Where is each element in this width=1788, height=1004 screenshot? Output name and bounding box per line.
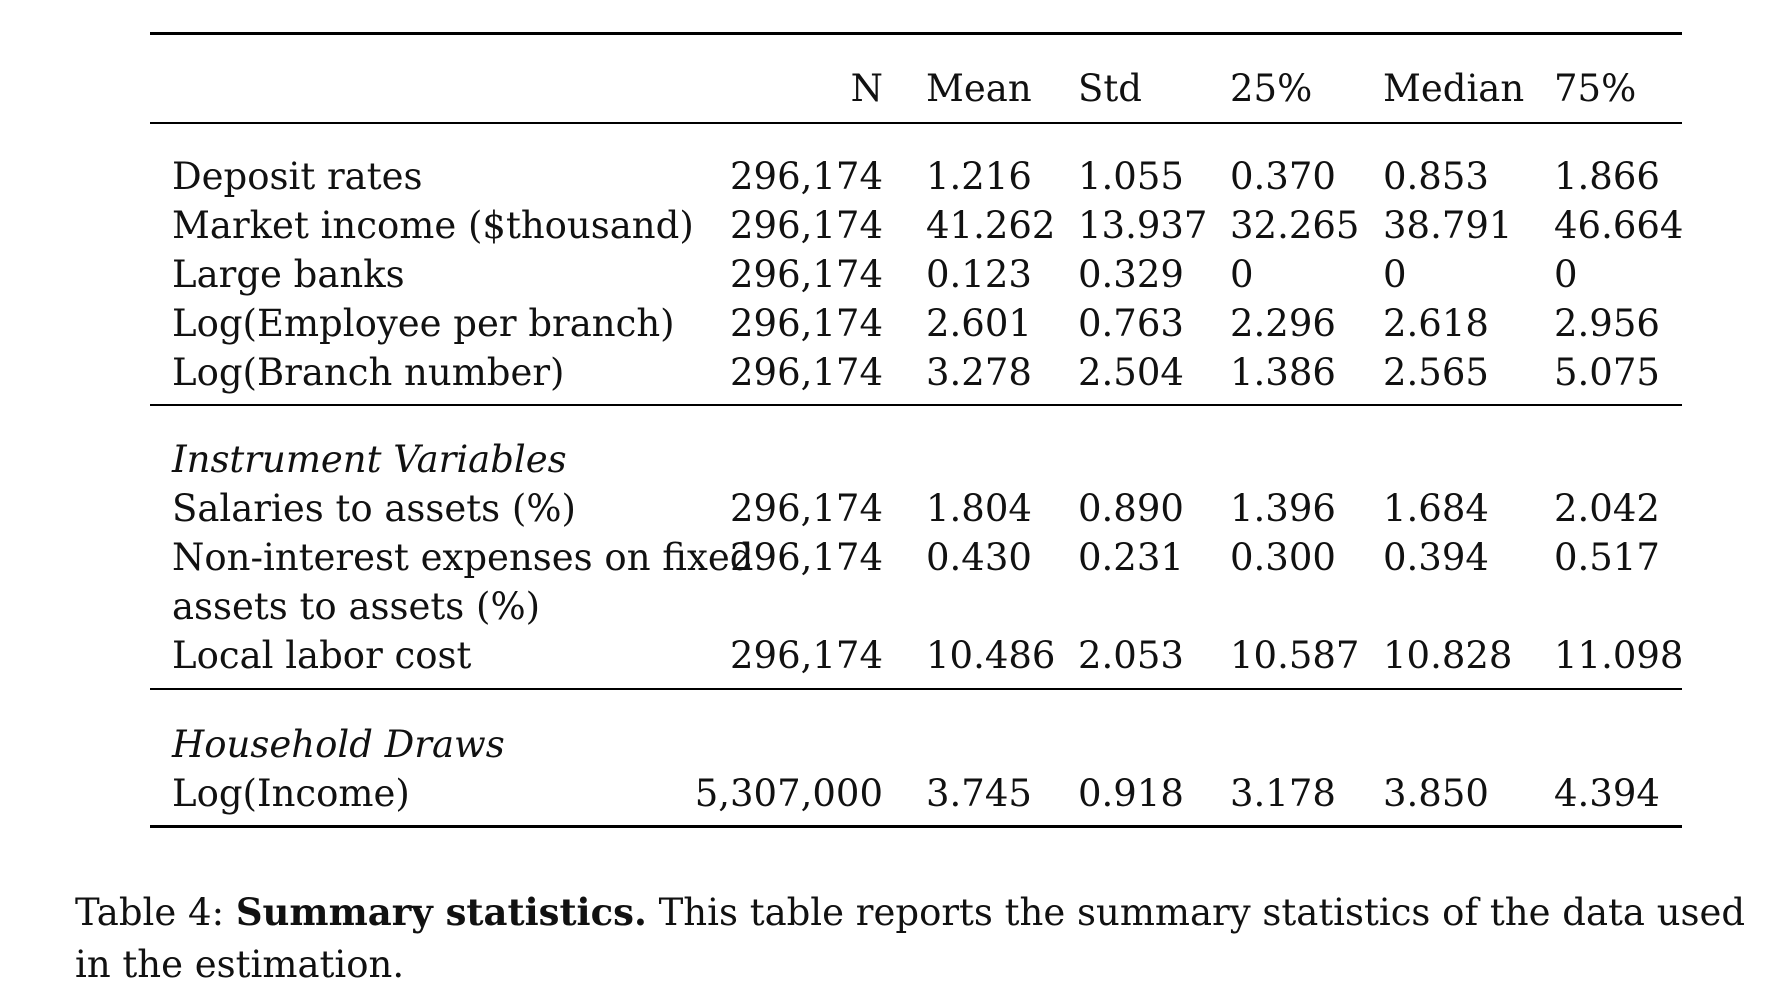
table-top-rule bbox=[150, 32, 1682, 35]
cell-p75: 2.956 bbox=[1554, 302, 1660, 345]
cell-std: 13.937 bbox=[1078, 204, 1208, 247]
cell-std: 2.504 bbox=[1078, 351, 1184, 394]
section-title-household-draws: Household Draws bbox=[172, 723, 505, 766]
section-title-instrument-variables: Instrument Variables bbox=[172, 438, 567, 481]
cell-p25: 0.300 bbox=[1230, 536, 1336, 579]
cell-mean: 2.601 bbox=[926, 302, 1032, 345]
cell-mean: 1.216 bbox=[926, 155, 1032, 198]
cell-n: 296,174 bbox=[729, 536, 883, 579]
table-bottom-rule bbox=[150, 825, 1682, 828]
section-rule bbox=[150, 404, 1682, 406]
cell-p25: 0.370 bbox=[1230, 155, 1336, 198]
cell-median: 3.850 bbox=[1383, 772, 1489, 815]
caption-text: This table reports the summary statistic… bbox=[75, 891, 1746, 986]
row-label: Local labor cost bbox=[172, 634, 472, 677]
row-label: Salaries to assets (%) bbox=[172, 487, 576, 530]
header-75pct: 75% bbox=[1554, 67, 1637, 110]
cell-p75: 11.098 bbox=[1554, 634, 1684, 677]
cell-p25: 0 bbox=[1230, 253, 1254, 296]
cell-p25: 10.587 bbox=[1230, 634, 1360, 677]
cell-p25: 2.296 bbox=[1230, 302, 1336, 345]
cell-mean: 0.123 bbox=[926, 253, 1032, 296]
cell-std: 0.890 bbox=[1078, 487, 1184, 530]
cell-p25: 32.265 bbox=[1230, 204, 1360, 247]
cell-std: 0.763 bbox=[1078, 302, 1184, 345]
table-caption: Table 4: Summary statistics. This table … bbox=[75, 886, 1775, 991]
cell-p75: 46.664 bbox=[1554, 204, 1684, 247]
row-label: Deposit rates bbox=[172, 155, 423, 198]
row-label: Log(Branch number) bbox=[172, 351, 565, 394]
cell-mean: 1.804 bbox=[926, 487, 1032, 530]
cell-std: 0.918 bbox=[1078, 772, 1184, 815]
cell-n: 5,307,000 bbox=[694, 772, 883, 815]
cell-p75: 4.394 bbox=[1554, 772, 1660, 815]
cell-p75: 5.075 bbox=[1554, 351, 1660, 394]
cell-median: 10.828 bbox=[1383, 634, 1513, 677]
cell-n: 296,174 bbox=[729, 634, 883, 677]
cell-p25: 3.178 bbox=[1230, 772, 1336, 815]
cell-std: 2.053 bbox=[1078, 634, 1184, 677]
cell-n: 296,174 bbox=[729, 487, 883, 530]
cell-mean: 0.430 bbox=[926, 536, 1032, 579]
row-label: Large banks bbox=[172, 253, 405, 296]
cell-p75: 0 bbox=[1554, 253, 1578, 296]
cell-p25: 1.396 bbox=[1230, 487, 1336, 530]
cell-std: 1.055 bbox=[1078, 155, 1184, 198]
cell-median: 1.684 bbox=[1383, 487, 1489, 530]
cell-std: 0.329 bbox=[1078, 253, 1184, 296]
row-label: Log(Employee per branch) bbox=[172, 302, 675, 345]
header-rule bbox=[150, 122, 1682, 124]
cell-mean: 3.278 bbox=[926, 351, 1032, 394]
caption-prefix: Table 4: bbox=[75, 891, 236, 934]
cell-std: 0.231 bbox=[1078, 536, 1184, 579]
cell-median: 38.791 bbox=[1383, 204, 1513, 247]
cell-n: 296,174 bbox=[729, 253, 883, 296]
cell-n: 296,174 bbox=[729, 351, 883, 394]
cell-n: 296,174 bbox=[729, 302, 883, 345]
header-mean: Mean bbox=[926, 67, 1032, 110]
cell-mean: 3.745 bbox=[926, 772, 1032, 815]
cell-median: 0.394 bbox=[1383, 536, 1489, 579]
header-std: Std bbox=[1078, 67, 1142, 110]
cell-mean: 10.486 bbox=[926, 634, 1056, 677]
cell-median: 0.853 bbox=[1383, 155, 1489, 198]
cell-median: 2.618 bbox=[1383, 302, 1489, 345]
cell-median: 0 bbox=[1383, 253, 1407, 296]
row-label: Non-interest expenses on fixed bbox=[172, 536, 754, 579]
section-rule bbox=[150, 688, 1682, 690]
cell-p25: 1.386 bbox=[1230, 351, 1336, 394]
cell-n: 296,174 bbox=[729, 204, 883, 247]
row-label-continued: assets to assets (%) bbox=[172, 585, 541, 628]
caption-title: Summary statistics. bbox=[235, 890, 647, 934]
header-25pct: 25% bbox=[1230, 67, 1313, 110]
row-label: Log(Income) bbox=[172, 772, 410, 815]
cell-median: 2.565 bbox=[1383, 351, 1489, 394]
cell-n: 296,174 bbox=[729, 155, 883, 198]
header-n: N bbox=[850, 67, 883, 110]
cell-mean: 41.262 bbox=[926, 204, 1056, 247]
cell-p75: 2.042 bbox=[1554, 487, 1660, 530]
cell-p75: 0.517 bbox=[1554, 536, 1660, 579]
cell-p75: 1.866 bbox=[1554, 155, 1660, 198]
header-median: Median bbox=[1383, 67, 1525, 110]
row-label: Market income ($thousand) bbox=[172, 204, 694, 247]
